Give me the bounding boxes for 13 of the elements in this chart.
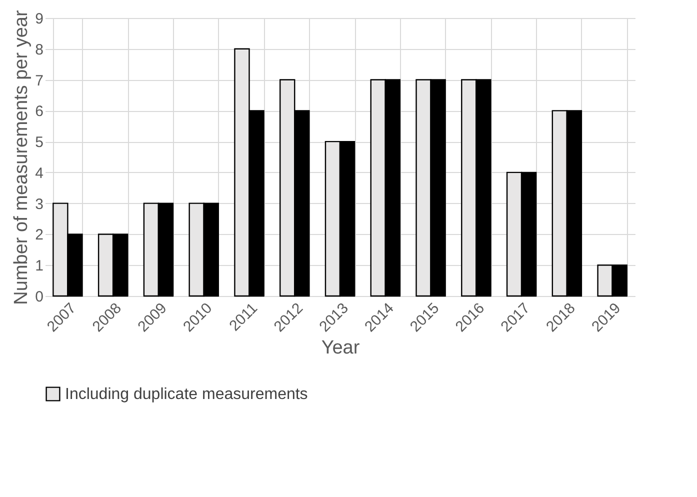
x-axis-title: Year [321,338,360,359]
y-tick-label: 6 [35,103,44,120]
y-axis-title: Number of measurements per year [11,10,32,305]
y-tick-label: 7 [35,72,44,90]
y-tick-label: 4 [35,164,44,182]
y-tick-label: 9 [35,10,44,28]
y-tick-label: 3 [35,196,44,213]
y-tick-label: 0 [35,288,44,306]
y-tick-label: 8 [35,41,44,58]
y-tick-label: 5 [35,134,44,152]
y-tick-label: 2 [35,226,44,244]
legend-label: Including duplicate measurements [65,386,308,403]
y-tick-label: 1 [35,258,44,275]
